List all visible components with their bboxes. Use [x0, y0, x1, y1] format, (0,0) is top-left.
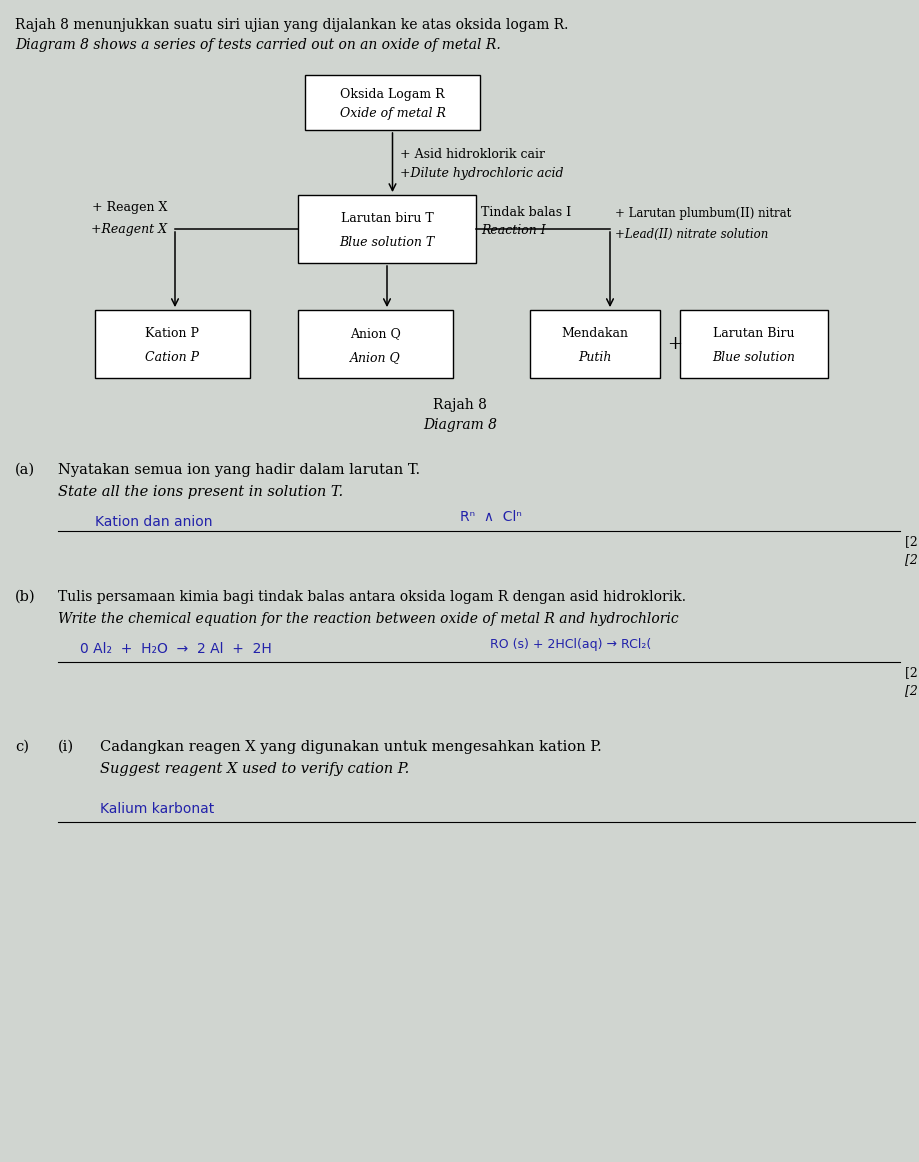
Text: +Lead(II) nitrate solution: +Lead(II) nitrate solution	[614, 228, 767, 241]
Bar	[298, 310, 452, 378]
Bar	[679, 310, 827, 378]
Bar	[529, 310, 659, 378]
Text: +Dilute hydrochloric acid: +Dilute hydrochloric acid	[400, 166, 563, 179]
Text: Oksida Logam R: Oksida Logam R	[340, 88, 444, 101]
Text: 0 Al₂  +  H₂O  →  2 Al  +  2H: 0 Al₂ + H₂O → 2 Al + 2H	[80, 641, 271, 657]
Text: Mendakan: Mendakan	[561, 328, 628, 340]
Bar	[298, 195, 475, 263]
Text: (a): (a)	[15, 462, 35, 476]
Text: Kation P: Kation P	[145, 328, 199, 340]
Text: Diagram 8 shows a series of tests carried out on an oxide of metal R.: Diagram 8 shows a series of tests carrie…	[15, 38, 500, 52]
Text: Cation P: Cation P	[145, 351, 199, 364]
Text: Rajah 8 menunjukkan suatu siri ujian yang dijalankan ke atas oksida logam R.: Rajah 8 menunjukkan suatu siri ujian yan…	[15, 17, 568, 33]
Text: [2: [2	[904, 684, 917, 697]
Text: Cadangkan reagen X yang digunakan untuk mengesahkan kation P.: Cadangkan reagen X yang digunakan untuk …	[100, 740, 601, 754]
Text: Kalium karbonat: Kalium karbonat	[100, 802, 214, 816]
Text: [2 m: [2 m	[904, 553, 919, 566]
Text: State all the ions present in solution T.: State all the ions present in solution T…	[58, 485, 343, 498]
Text: Nyatakan semua ion yang hadir dalam larutan T.: Nyatakan semua ion yang hadir dalam laru…	[58, 462, 420, 476]
Text: c): c)	[15, 740, 29, 754]
Text: Suggest reagent X used to verify cation P.: Suggest reagent X used to verify cation …	[100, 762, 409, 776]
Bar	[95, 310, 250, 378]
Text: [2 mar: [2 mar	[904, 535, 919, 548]
Text: Rⁿ  ∧  Clⁿ: Rⁿ ∧ Clⁿ	[460, 510, 521, 524]
Text: Oxide of metal R: Oxide of metal R	[339, 107, 445, 120]
Text: Tulis persamaan kimia bagi tindak balas antara oksida logam R dengan asid hidrok: Tulis persamaan kimia bagi tindak balas …	[58, 590, 686, 604]
Text: Larutan biru T: Larutan biru T	[340, 213, 433, 225]
Text: (i): (i)	[58, 740, 74, 754]
Text: (b): (b)	[15, 590, 36, 604]
Text: Rajah 8: Rajah 8	[433, 399, 486, 413]
Text: [2 m: [2 m	[904, 666, 919, 679]
Text: Anion Q: Anion Q	[350, 351, 401, 364]
Text: +: +	[667, 335, 682, 353]
Text: Diagram 8: Diagram 8	[423, 418, 496, 432]
Text: Anion Q: Anion Q	[350, 328, 401, 340]
Text: + Asid hidroklorik cair: + Asid hidroklorik cair	[400, 149, 545, 162]
Text: Tindak balas I: Tindak balas I	[481, 207, 571, 220]
Text: Blue solution: Blue solution	[712, 351, 795, 364]
Text: Putih: Putih	[578, 351, 611, 364]
Text: Kation dan anion: Kation dan anion	[95, 515, 212, 529]
Text: Blue solution T: Blue solution T	[339, 236, 434, 249]
Text: Reaction I: Reaction I	[481, 224, 545, 237]
Text: + Reagen X: + Reagen X	[92, 201, 167, 214]
Text: Write the chemical equation for the reaction between oxide of metal R and hydroc: Write the chemical equation for the reac…	[58, 612, 678, 626]
Text: +Reagent X: +Reagent X	[91, 222, 167, 236]
Bar	[305, 76, 480, 130]
Text: + Larutan plumbum(II) nitrat: + Larutan plumbum(II) nitrat	[614, 208, 790, 221]
Text: Larutan Biru: Larutan Biru	[712, 328, 794, 340]
Text: RO (s) + 2HCl(aq) → RCl₂(: RO (s) + 2HCl(aq) → RCl₂(	[490, 638, 651, 651]
